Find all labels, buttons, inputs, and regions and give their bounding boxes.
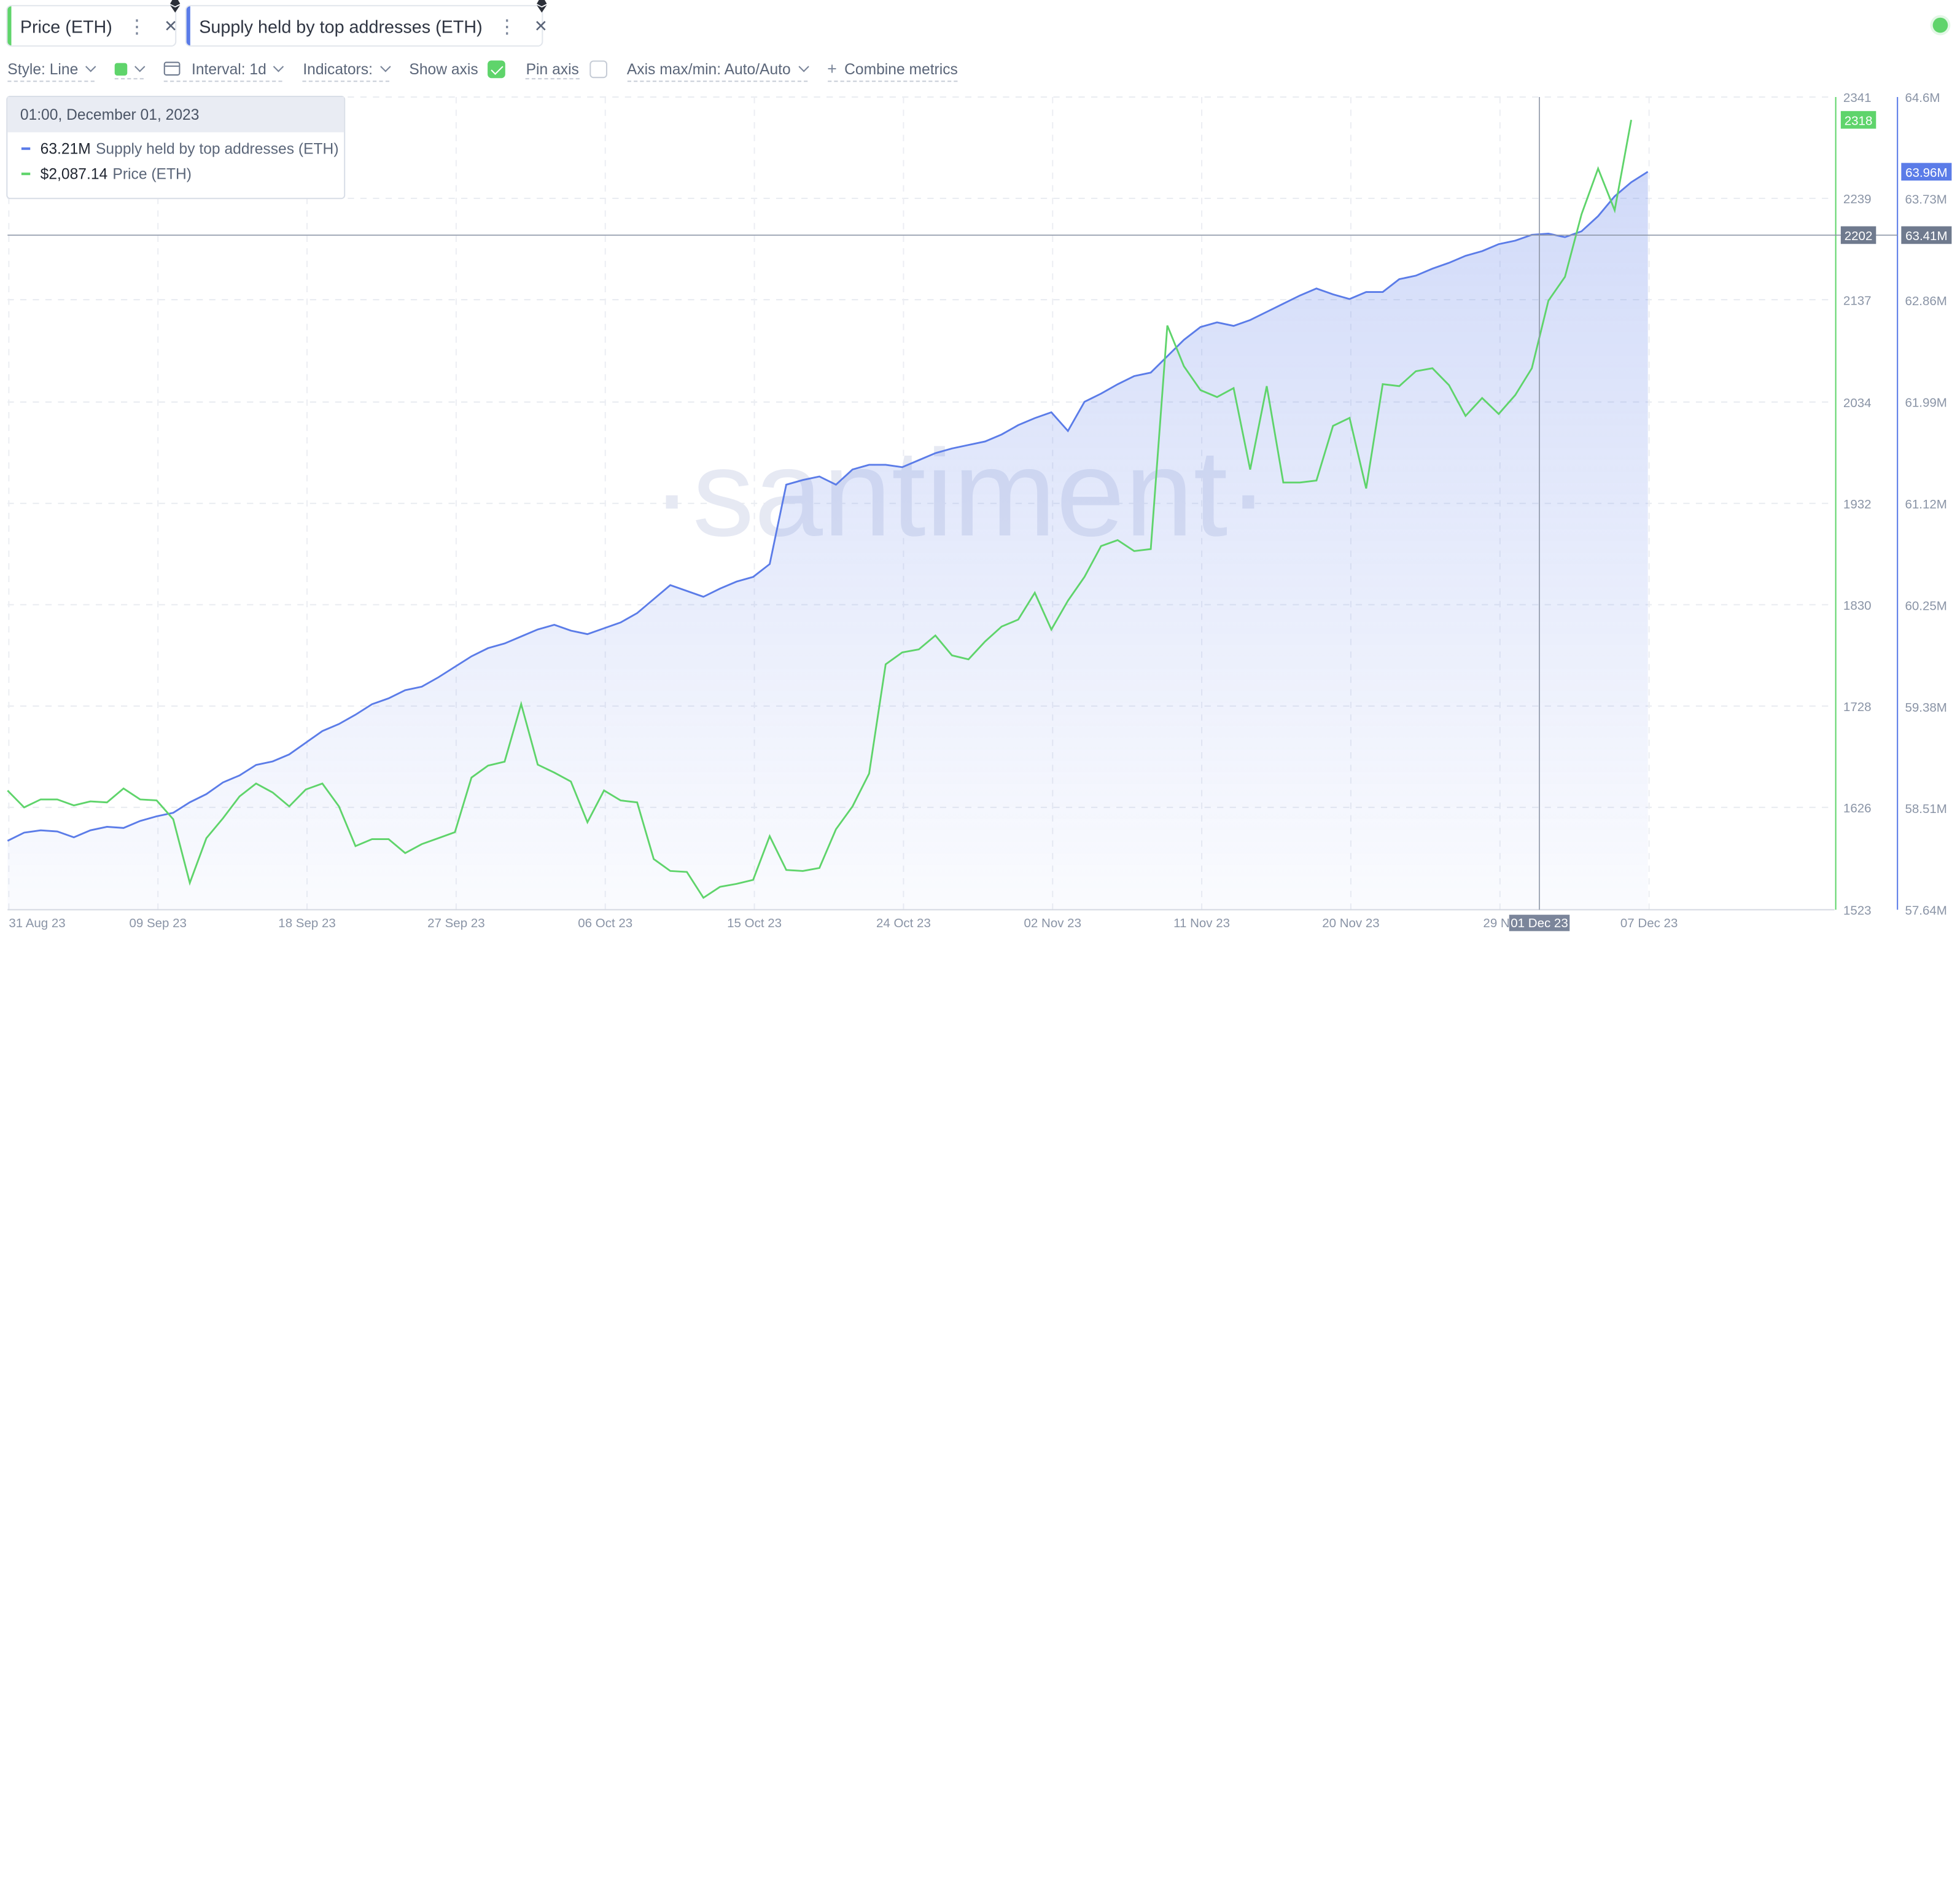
- x-tick-label: 20 Nov 23: [1322, 916, 1379, 930]
- pin-axis-toggle[interactable]: Pin axis: [526, 60, 607, 81]
- show-axis-label: Show axis: [409, 60, 478, 79]
- y-tick-label-supply: 57.64M: [1905, 904, 1946, 918]
- y-tick-label-supply: 63.73M: [1905, 193, 1946, 207]
- y-tick-label-supply: 61.99M: [1905, 396, 1946, 410]
- tooltip-series-name: Price (ETH): [112, 165, 192, 183]
- tooltip-series-name: Supply held by top addresses (ETH): [96, 139, 339, 158]
- x-tick-label: 18 Sep 23: [278, 916, 335, 930]
- more-options-icon[interactable]: ⋮: [497, 15, 517, 37]
- interval-label: Interval: 1d: [191, 60, 266, 78]
- y-tick-label-price: 1728: [1843, 700, 1872, 714]
- y-tick-label-supply: 60.25M: [1905, 599, 1946, 613]
- chevron-down-icon: [134, 61, 146, 72]
- chevron-down-icon: [798, 61, 809, 72]
- chart-toolbar: Style: Line Interval: 1d Indicators: Sho…: [7, 58, 978, 83]
- metric-tab-label: Supply held by top addresses (ETH): [199, 15, 483, 36]
- metric-tab-price[interactable]: Price (ETH) ⋮ ✕: [6, 5, 178, 47]
- pin-axis-checkbox[interactable]: [589, 60, 607, 79]
- tooltip-row-price: $2,087.14 Price (ETH): [7, 165, 344, 183]
- color-picker[interactable]: [114, 61, 146, 79]
- crosshair-price-label: 2202: [1845, 229, 1873, 243]
- live-status-dot: [1932, 17, 1948, 33]
- indicators-dropdown[interactable]: Indicators:: [303, 60, 391, 82]
- plus-icon: +: [827, 59, 837, 79]
- tooltip-value: 63.21M: [40, 139, 91, 158]
- axis-range-dropdown[interactable]: Axis max/min: Auto/Auto: [626, 60, 809, 82]
- crosshair-supply-badge: [1901, 226, 1952, 244]
- interval-dropdown[interactable]: Interval: 1d: [163, 60, 285, 82]
- y-tick-label-price: 2341: [1843, 91, 1872, 105]
- tooltip-value: $2,087.14: [40, 165, 108, 183]
- y-tick-label-price: 2239: [1843, 192, 1872, 206]
- ethereum-icon: [170, 0, 181, 13]
- pin-axis-label: Pin axis: [526, 60, 579, 79]
- chevron-down-icon: [379, 61, 391, 72]
- axis-range-label: Axis max/min: Auto/Auto: [626, 60, 791, 78]
- tooltip-row-supply: 63.21M Supply held by top addresses (ETH…: [7, 139, 344, 158]
- series-marker: [21, 173, 31, 176]
- y-tick-label-price: 1626: [1843, 801, 1872, 815]
- indicators-label: Indicators:: [303, 60, 373, 78]
- style-dropdown[interactable]: Style: Line: [7, 60, 96, 82]
- x-tick-label: 29 No: [1483, 916, 1517, 930]
- crosshair-price-badge: [1840, 226, 1876, 244]
- y-tick-label-supply: 62.86M: [1905, 294, 1946, 308]
- y-tick-label-price: 2034: [1843, 396, 1872, 410]
- supply-area-fill: [7, 171, 1648, 910]
- calendar-icon: [163, 61, 181, 76]
- close-icon[interactable]: ✕: [534, 15, 548, 35]
- metric-color-stripe: [186, 6, 190, 45]
- y-tick-label-price: 2137: [1843, 294, 1872, 308]
- x-tick-label: 09 Sep 23: [129, 916, 186, 930]
- last-price-badge: [1840, 111, 1876, 129]
- y-tick-label-supply: 64.6M: [1905, 91, 1940, 105]
- y-tick-label-supply: 61.12M: [1905, 497, 1946, 512]
- y-tick-label-price: 1830: [1843, 599, 1872, 613]
- line-chart[interactable]: ·santiment·23412239213720341932183017281…: [0, 88, 1960, 940]
- x-tick-label: 15 Oct 23: [727, 916, 782, 930]
- close-icon[interactable]: ✕: [164, 15, 178, 35]
- y-tick-label-price: 1523: [1843, 904, 1872, 918]
- metric-color-stripe: [7, 6, 12, 45]
- style-label: Style: Line: [7, 60, 79, 78]
- x-tick-label: 06 Oct 23: [578, 916, 632, 930]
- last-supply-label: 63.96M: [1905, 166, 1947, 180]
- combine-metrics-button[interactable]: + Combine metrics: [827, 59, 958, 82]
- ethereum-icon: [537, 0, 547, 13]
- x-tick-label: 27 Sep 23: [427, 916, 484, 930]
- metric-tab-supply[interactable]: Supply held by top addresses (ETH) ⋮ ✕: [185, 5, 548, 47]
- x-tick-label: 31 Aug 23: [9, 916, 65, 930]
- series-line-supply[interactable]: [7, 171, 1649, 842]
- crosshair-date-badge: [1509, 914, 1570, 932]
- y-tick-label-price: 1932: [1843, 497, 1872, 512]
- x-tick-label: 02 Nov 23: [1024, 916, 1081, 930]
- x-tick-label: 11 Nov 23: [1173, 916, 1230, 930]
- chart-tooltip: 01:00, December 01, 2023 63.21M Supply h…: [6, 95, 346, 200]
- y-tick-label-supply: 58.51M: [1905, 802, 1946, 816]
- chevron-down-icon: [273, 61, 285, 72]
- chevron-down-icon: [85, 61, 96, 72]
- last-supply-badge: [1901, 163, 1952, 181]
- metric-tab-label: Price (ETH): [20, 15, 112, 36]
- show-axis-toggle[interactable]: Show axis: [409, 60, 506, 80]
- x-tick-label: 07 Dec 23: [1620, 916, 1678, 930]
- tooltip-date: 01:00, December 01, 2023: [7, 96, 344, 133]
- x-tick-label: 24 Oct 23: [876, 916, 931, 930]
- crosshair-date-label: 01 Dec 23: [1511, 916, 1568, 930]
- series-line-price[interactable]: [7, 119, 1633, 900]
- series-marker: [21, 147, 31, 150]
- combine-metrics-label: Combine metrics: [844, 60, 958, 78]
- last-price-label: 2318: [1845, 114, 1873, 128]
- show-axis-checkbox[interactable]: [488, 60, 506, 79]
- y-tick-label-supply: 59.38M: [1905, 701, 1946, 715]
- crosshair-supply-label: 63.41M: [1905, 229, 1947, 243]
- color-swatch: [114, 62, 128, 76]
- more-options-icon[interactable]: ⋮: [127, 15, 147, 37]
